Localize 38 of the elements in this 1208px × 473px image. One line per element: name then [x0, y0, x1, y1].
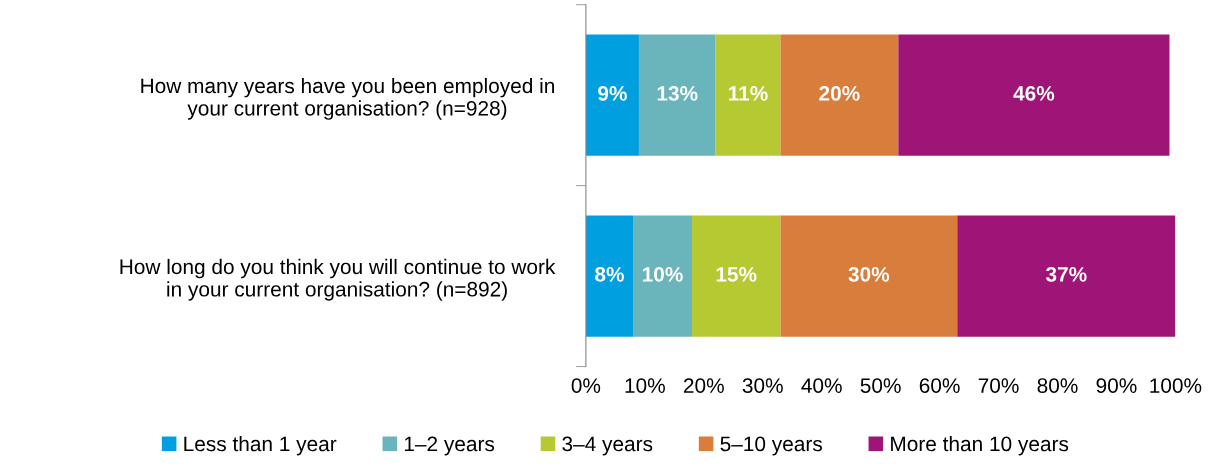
data-label: 11%: [729, 86, 768, 101]
data-label: 37%: [1045, 266, 1087, 282]
bar: [585, 34, 639, 156]
data-label: 9%: [598, 86, 627, 101]
data-label: 10%: [642, 266, 683, 282]
legend-label: 1–2 years: [404, 436, 495, 456]
x-tick-label: 70%: [978, 378, 1019, 393]
data-label: 13%: [657, 86, 698, 101]
legend-label: 5–10 years: [720, 436, 822, 456]
x-tick-label: 100%: [1150, 378, 1202, 393]
bar: [585, 215, 634, 337]
bar: [691, 215, 781, 337]
bar: [780, 34, 899, 156]
legend-label: 3–4 years: [562, 436, 653, 456]
data-label: 46%: [1013, 86, 1055, 101]
data-label: 20%: [819, 86, 860, 101]
bar: [633, 215, 692, 337]
x-tick-label: 40%: [801, 378, 842, 393]
data-label: 15%: [716, 267, 757, 282]
legend-label: More than 10 years: [891, 435, 1069, 456]
bar: [780, 215, 958, 337]
x-tick-label: 10%: [625, 378, 665, 393]
x-tick-label: 50%: [860, 378, 901, 393]
bar: [898, 34, 1170, 156]
bar: [715, 34, 781, 156]
y-tick-label: How long do you think you will continue to work in your current organisation? (n=892): [120, 258, 556, 301]
bar: [957, 215, 1176, 337]
x-tick-label: 0%: [571, 378, 601, 393]
data-label: 8%: [595, 266, 624, 282]
x-tick-label: 30%: [742, 378, 783, 393]
legend-label: Less than 1 year: [184, 435, 337, 456]
y-tick-label: How many years have you been employed in your current organisation? (n=928): [141, 77, 554, 120]
x-tick-label: 20%: [683, 378, 724, 393]
x-tick-label: 90%: [1096, 378, 1137, 393]
data-label: 30%: [848, 266, 890, 282]
x-tick-label: 80%: [1037, 378, 1078, 393]
x-tick-label: 60%: [919, 378, 960, 393]
bar: [638, 34, 716, 156]
